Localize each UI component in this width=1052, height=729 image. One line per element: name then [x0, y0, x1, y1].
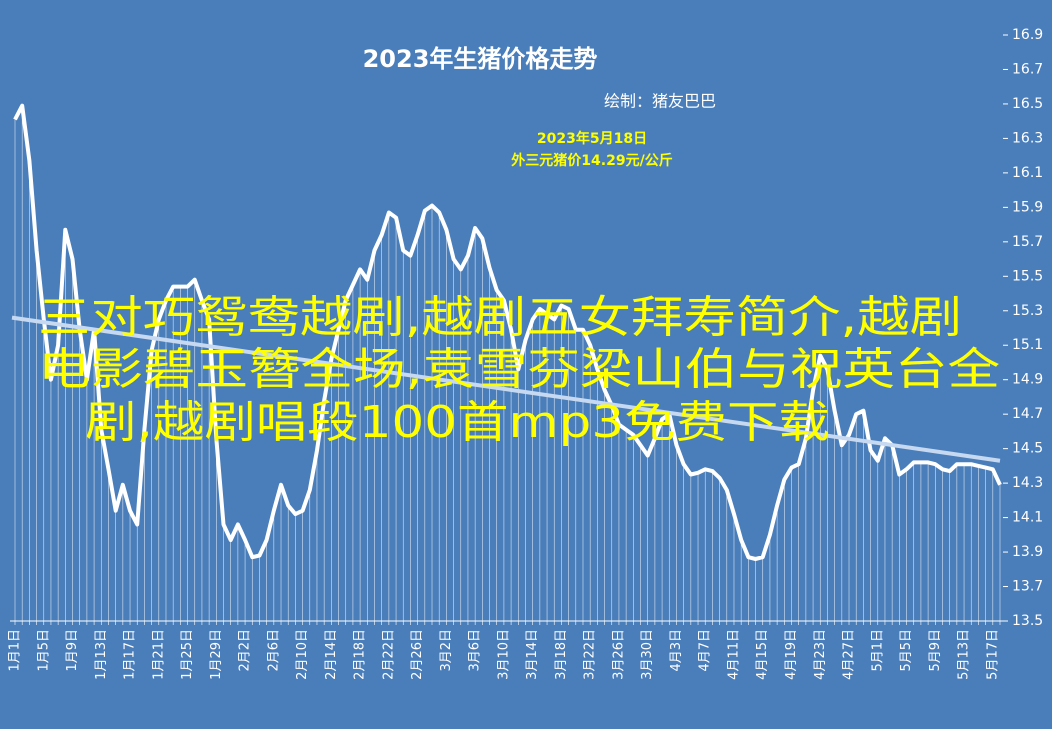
x-tick-label: 3月6日 — [468, 629, 483, 672]
x-tick-label: 3月10日 — [496, 629, 511, 680]
x-tick-label: 1月17日 — [123, 629, 138, 680]
chart-title: 2023年生猪价格走势 — [363, 45, 598, 73]
trendline — [11, 315, 1001, 463]
y-tick-label: 14.7 — [1012, 406, 1043, 422]
x-tick-label: 4月19日 — [784, 629, 799, 680]
overlay-text: 电影碧玉簪全场,袁雪芬梁山伯与祝英台全 — [38, 344, 1000, 395]
overlay-text: 三对巧鸳鸯越剧,越剧五女拜寿简介,越剧 — [38, 292, 962, 343]
x-tick-label: 4月15日 — [755, 629, 770, 680]
y-tick-label: 15.3 — [1012, 303, 1043, 319]
y-tick-label: 15.1 — [1012, 337, 1043, 353]
y-tick-label: 13.5 — [1012, 613, 1043, 629]
x-tick-label: 5月17日 — [985, 629, 1000, 680]
x-tick-label: 4月23日 — [813, 629, 828, 680]
x-tick-label: 2月10日 — [295, 629, 310, 680]
price-line — [13, 103, 1002, 561]
x-tick-label: 4月3日 — [669, 629, 684, 672]
chart-subtitle: 绘制：猪友巴巴 — [604, 92, 716, 111]
x-tick-label: 4月7日 — [698, 629, 713, 672]
annotation: 2023年5月18日 — [537, 130, 647, 147]
x-tick-label: 1月9日 — [65, 629, 80, 672]
x-tick-label: 1月1日 — [8, 629, 23, 672]
overlay: 三对巧鸳鸯越剧,越剧五女拜寿简介,越剧电影碧玉簪全场,袁雪芬梁山伯与祝英台全剧,… — [38, 292, 1000, 448]
x-tick-label: 2月18日 — [353, 629, 368, 680]
y-tick-label: 14.3 — [1012, 475, 1043, 491]
y-tick-label: 13.7 — [1012, 579, 1043, 595]
x-tick-label: 1月21日 — [151, 629, 166, 680]
x-tick-label: 5月5日 — [899, 629, 914, 672]
y-tick-label: 15.9 — [1012, 199, 1043, 215]
y-tick-label: 15.5 — [1012, 268, 1043, 284]
y-tick-label: 14.9 — [1012, 372, 1043, 388]
x-tick-label: 3月14日 — [525, 629, 540, 680]
x-tick-label: 4月27日 — [842, 629, 857, 680]
y-tick-label: 15.7 — [1012, 234, 1043, 250]
annotation: 外三元猪价14.29元/公斤 — [511, 152, 672, 169]
x-tick-label: 1月25日 — [180, 629, 195, 680]
y-tick-label: 16.1 — [1012, 165, 1043, 181]
x-tick-label: 2月14日 — [324, 629, 339, 680]
x-tick-label: 4月11日 — [726, 629, 741, 680]
x-tick-label: 3月2日 — [439, 629, 454, 672]
x-tick-label: 1月29日 — [209, 629, 224, 680]
y-tick-label: 14.1 — [1012, 510, 1043, 526]
x-tick-label: 3月26日 — [611, 629, 626, 680]
y-tick-label: 14.5 — [1012, 441, 1043, 457]
x-tick-label: 2月6日 — [266, 629, 281, 672]
x-tick-label: 3月30日 — [640, 629, 655, 680]
x-tick-label: 3月18日 — [554, 629, 569, 680]
x-tick-label: 1月5日 — [36, 629, 51, 672]
x-tick-label: 2月22日 — [381, 629, 396, 680]
x-tick-label: 2月26日 — [410, 629, 425, 680]
y-tick-label: 13.9 — [1012, 544, 1043, 560]
x-tick-label: 2月2日 — [238, 629, 253, 672]
x-tick-label: 1月13日 — [94, 629, 109, 680]
y-tick-label: 16.3 — [1012, 130, 1043, 146]
x-tick-label: 5月1日 — [870, 629, 885, 672]
y-tick-label: 16.9 — [1012, 27, 1043, 43]
x-tick-label: 5月13日 — [957, 629, 972, 680]
y-tick-label: 16.7 — [1012, 61, 1043, 77]
y-tick-label: 16.5 — [1012, 96, 1043, 112]
x-tick-label: 5月9日 — [928, 629, 943, 672]
x-tick-label: 3月22日 — [583, 629, 598, 680]
plot-area: 13.5 13.7 13.9 14.1 14.3 14.5 14.7 14.9 15.1 15.3… — [8, 27, 1044, 680]
overlay-text: 剧,越剧唱段100首mp3免费下载 — [85, 397, 830, 448]
